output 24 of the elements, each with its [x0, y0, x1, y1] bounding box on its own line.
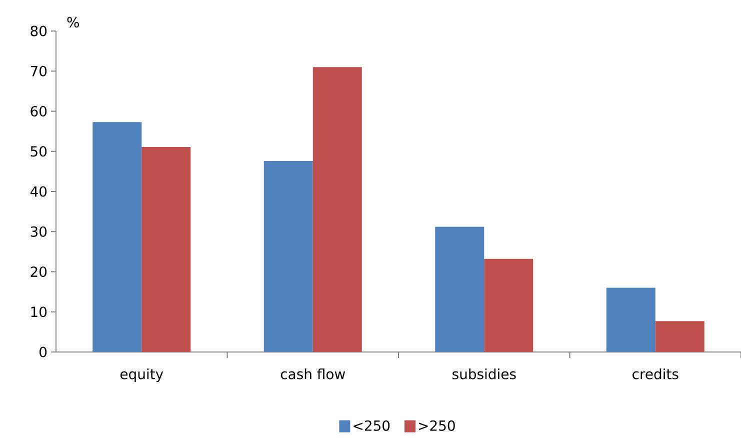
bar [312, 67, 362, 352]
legend-label: <250 [354, 420, 390, 431]
x-tick-label: subsidies [452, 368, 516, 380]
bar [484, 258, 534, 352]
y-tick-label: 40 [30, 186, 47, 197]
bar [435, 226, 484, 352]
y-tick-label: 80 [30, 26, 47, 36]
bar [606, 288, 656, 352]
y-tick-label: 50 [30, 146, 47, 157]
x-tick-label: cash flow [280, 368, 346, 380]
y-tick-label: 10 [31, 306, 47, 318]
y-tick-label: 20 [30, 266, 47, 278]
bar [655, 321, 704, 352]
x-tick-label: credits [632, 368, 678, 380]
y-axis-title: % [67, 16, 79, 28]
y-tick-label: 30 [30, 226, 47, 237]
bar [142, 146, 191, 352]
x-tick-label: equity [120, 368, 164, 382]
y-tick-label: 70 [30, 66, 47, 76]
y-tick-label: 60 [30, 106, 47, 117]
legend-label: >250 [418, 420, 455, 431]
bar [92, 122, 142, 352]
bar [264, 161, 313, 352]
y-tick-label: 0 [40, 346, 47, 358]
